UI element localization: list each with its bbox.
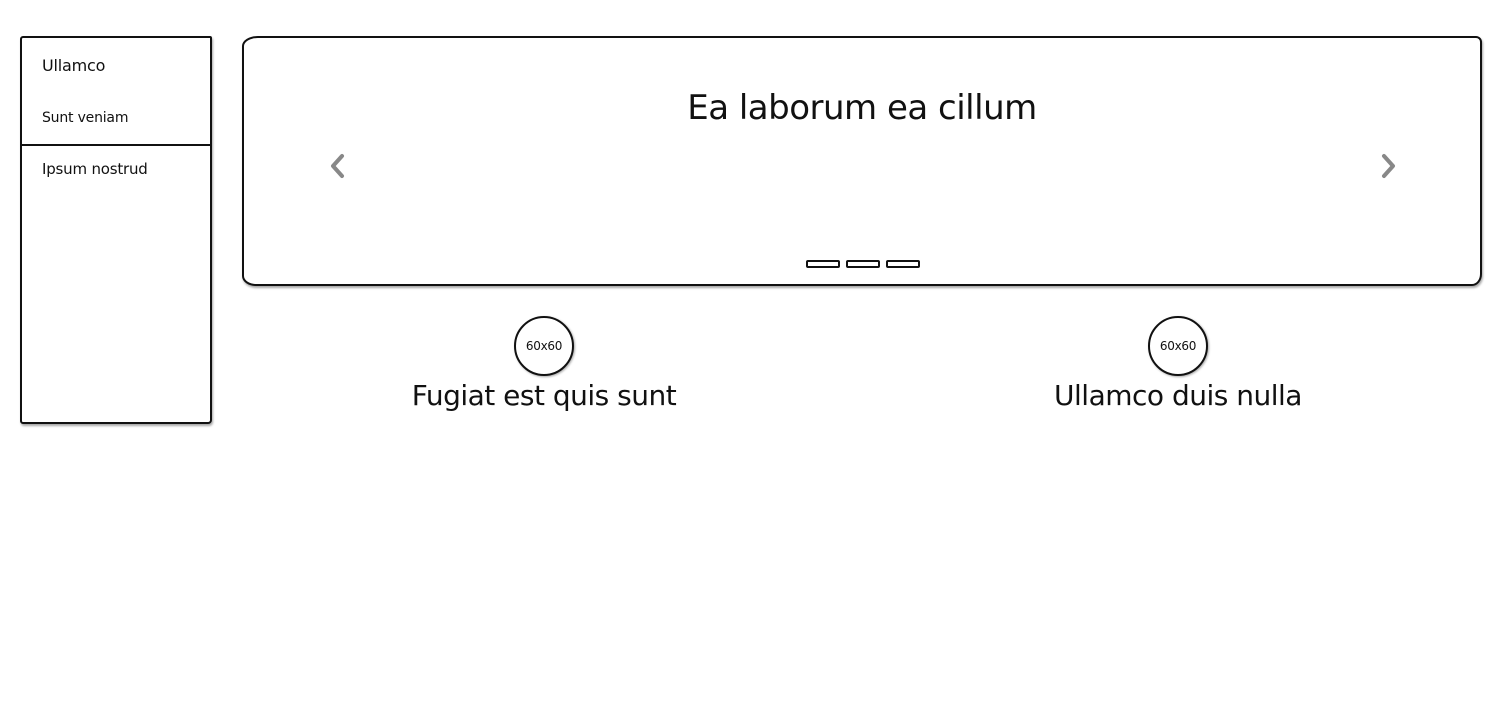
feature-column: 60x60 Fugiat est quis sunt bbox=[344, 316, 744, 414]
sidebar-item-ipsum-nostrud[interactable]: Ipsum nostrud bbox=[42, 160, 148, 178]
chevron-left-icon bbox=[331, 154, 344, 178]
sidebar-nav: Ullamco Sunt veniam Ipsum nostrud bbox=[20, 36, 212, 424]
chevron-right-icon bbox=[1382, 154, 1395, 178]
carousel: Ea laborum ea cillum bbox=[242, 36, 1482, 286]
carousel-indicator-1[interactable] bbox=[806, 260, 840, 268]
feature-heading: Fugiat est quis sunt bbox=[411, 379, 677, 412]
carousel-title: Ea laborum ea cillum bbox=[687, 88, 1037, 128]
feature-heading: Ullamco duis nulla bbox=[1054, 379, 1302, 412]
carousel-indicator-2[interactable] bbox=[846, 260, 880, 268]
feature-column: 60x60 Ullamco duis nulla bbox=[978, 316, 1378, 414]
sidebar-divider bbox=[22, 144, 210, 146]
carousel-indicator-3[interactable] bbox=[886, 260, 920, 268]
image-placeholder: 60x60 bbox=[514, 316, 574, 376]
image-placeholder: 60x60 bbox=[1148, 316, 1208, 376]
carousel-next-button[interactable] bbox=[1376, 150, 1400, 182]
sidebar-item-sunt-veniam[interactable]: Sunt veniam bbox=[42, 110, 129, 126]
carousel-prev-button[interactable] bbox=[326, 150, 350, 182]
sidebar-item-ullamco[interactable]: Ullamco bbox=[42, 56, 106, 75]
